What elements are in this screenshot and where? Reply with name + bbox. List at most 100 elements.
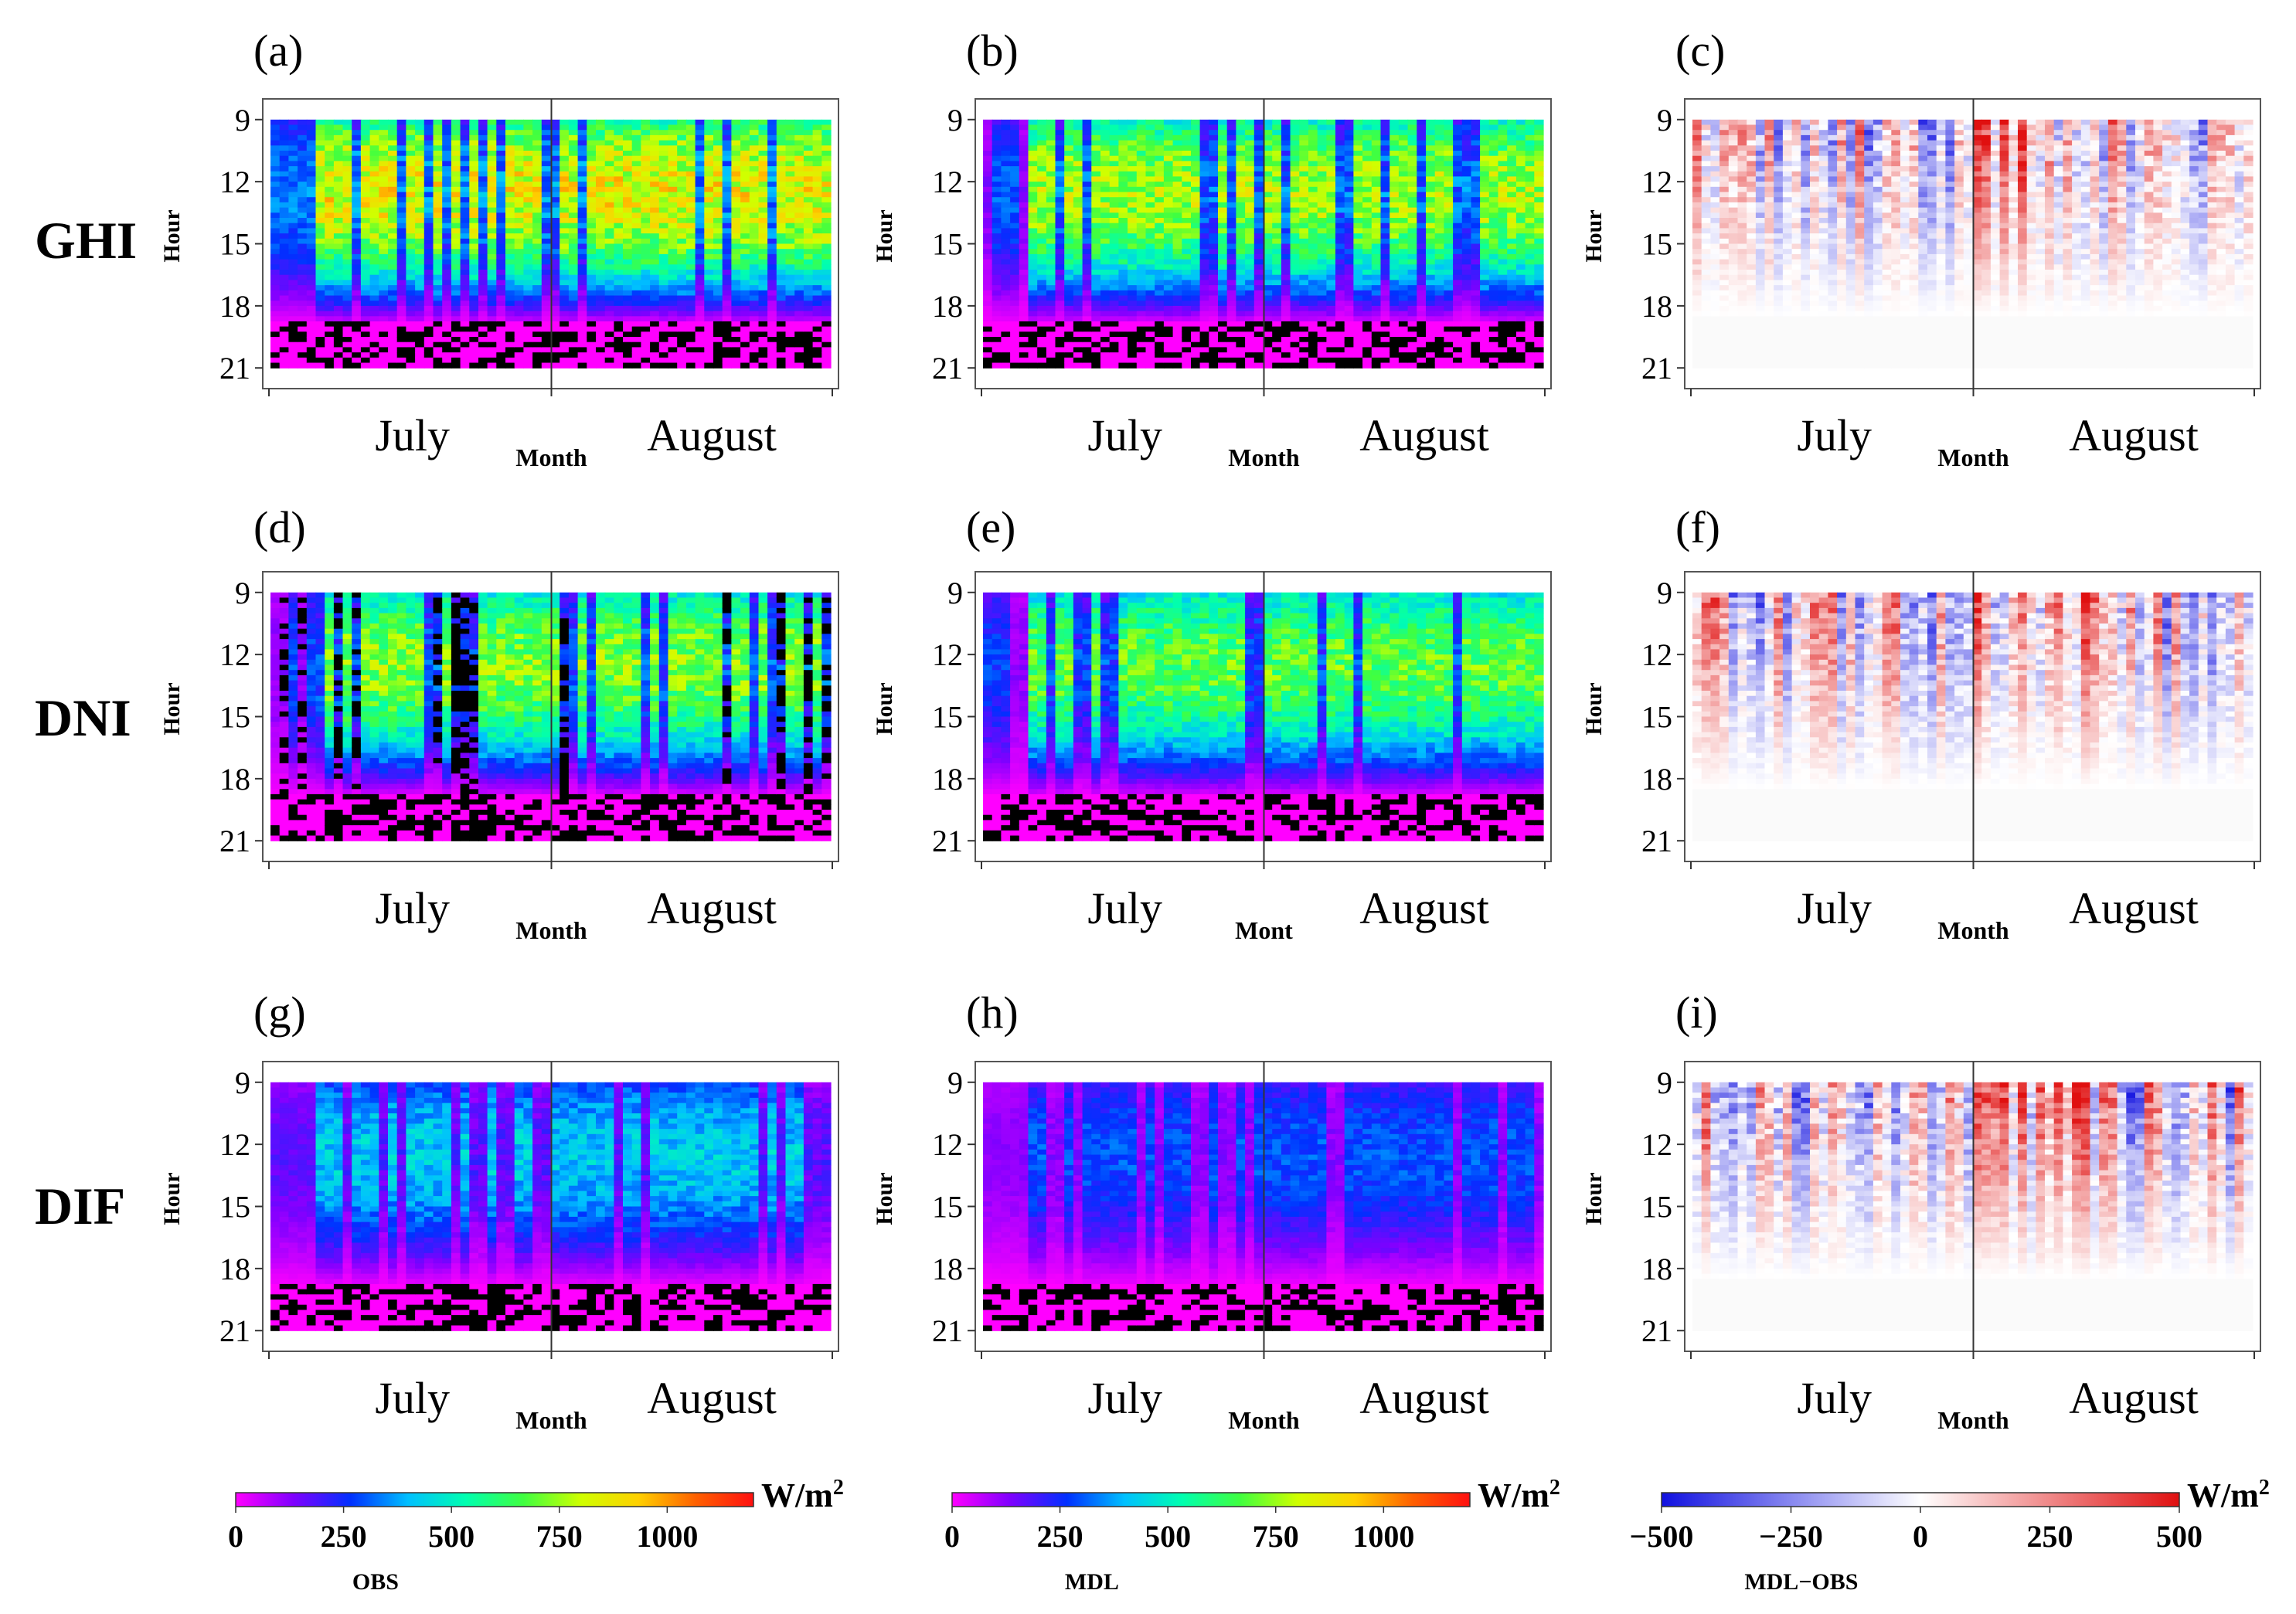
heatmap-cell [379,172,388,177]
heatmap-cell [523,306,532,311]
heatmap-cell [307,270,316,275]
heatmap-cell [334,280,343,285]
heatmap-cell [434,291,443,296]
heatmap-cell [415,331,424,337]
heatmap-cell [343,151,352,156]
heatmap-cell [496,249,505,254]
heatmap-cell [532,311,542,317]
heatmap-cell [334,228,343,233]
heatmap-cell [496,291,505,296]
heatmap-cell [397,233,406,239]
heatmap-cell [478,228,488,233]
heatmap-cell [388,197,397,202]
heatmap-cell [532,161,542,166]
heatmap-cell [397,270,406,275]
heatmap-cell [270,337,280,342]
heatmap-cell [397,337,406,342]
heatmap-cell [451,120,461,125]
heatmap-cell [307,347,316,352]
heatmap-cell [316,192,325,198]
heatmap-cell [406,311,415,317]
heatmap-cell [388,342,397,348]
heatmap-cell [280,156,289,161]
heatmap-cell [288,311,298,317]
heatmap-cell [478,166,488,172]
heatmap-cell [469,260,478,265]
heatmap-cell [307,352,316,358]
heatmap-cell [397,352,406,358]
heatmap-cell [397,327,406,332]
heatmap-cell [406,291,415,296]
heatmap-cell [270,285,280,291]
heatmap-cell [270,223,280,229]
heatmap-cell [397,172,406,177]
heatmap-cell [415,120,424,125]
heatmap-cell [434,306,443,311]
heatmap-cell [461,296,470,301]
heatmap-cell [316,280,325,285]
heatmap-cell [343,172,352,177]
heatmap-cell [434,275,443,280]
heatmap-cell [424,311,434,317]
heatmap-cell [334,212,343,218]
heatmap-cell [496,337,505,342]
heatmap-cell [316,291,325,296]
heatmap-cell [334,187,343,192]
heatmap-cell [325,208,334,213]
heatmap-cell [496,275,505,280]
heatmap-cell [496,285,505,291]
heatmap-cell [496,270,505,275]
heatmap-cell [478,151,488,156]
heatmap-cell [316,202,325,208]
heatmap-cell [397,347,406,352]
heatmap-cell [379,182,388,187]
heatmap-cell [298,125,307,131]
heatmap-cell [316,285,325,291]
heatmap-cell [270,202,280,208]
heatmap-cell [488,239,497,244]
heatmap-cell [532,264,542,270]
heatmap-cell [343,244,352,250]
heatmap-cell [505,120,515,125]
heatmap-cell [370,182,379,187]
heatmap-cell [343,352,352,358]
heatmap-cell [505,254,515,260]
heatmap-cell [434,352,443,358]
heatmap-cell [397,141,406,146]
heatmap-cell [461,280,470,285]
heatmap-cell [397,285,406,291]
heatmap-cell [370,145,379,151]
heatmap-cell [424,182,434,187]
heatmap-cell [370,244,379,250]
heatmap-cell [270,182,280,187]
heatmap-cell [325,321,334,327]
heatmap-cell [307,327,316,332]
heatmap-cell [461,202,470,208]
heatmap-cell [496,187,505,192]
heatmap-cell [461,156,470,161]
heatmap-cell [352,202,361,208]
heatmap-cell [505,280,515,285]
heatmap-cell [270,301,280,306]
heatmap-cell [496,120,505,125]
heatmap-cell [370,321,379,327]
heatmap-cell [434,212,443,218]
heatmap-cell [379,233,388,239]
heatmap-cell [488,311,497,317]
heatmap-cell [379,218,388,223]
heatmap-cell [542,244,551,250]
heatmap-cell [370,260,379,265]
heatmap-cell [523,296,532,301]
heatmap-cell [343,141,352,146]
heatmap-cell [488,151,497,156]
heatmap-cell [488,275,497,280]
heatmap-cell [298,208,307,213]
heatmap-cell [523,228,532,233]
heatmap-cell [379,347,388,352]
heatmap-cell [334,130,343,135]
heatmap-cell [442,135,451,141]
heatmap-cell [298,260,307,265]
heatmap-cell [515,125,524,131]
heatmap-cell [406,327,415,332]
heatmap-cell [370,280,379,285]
